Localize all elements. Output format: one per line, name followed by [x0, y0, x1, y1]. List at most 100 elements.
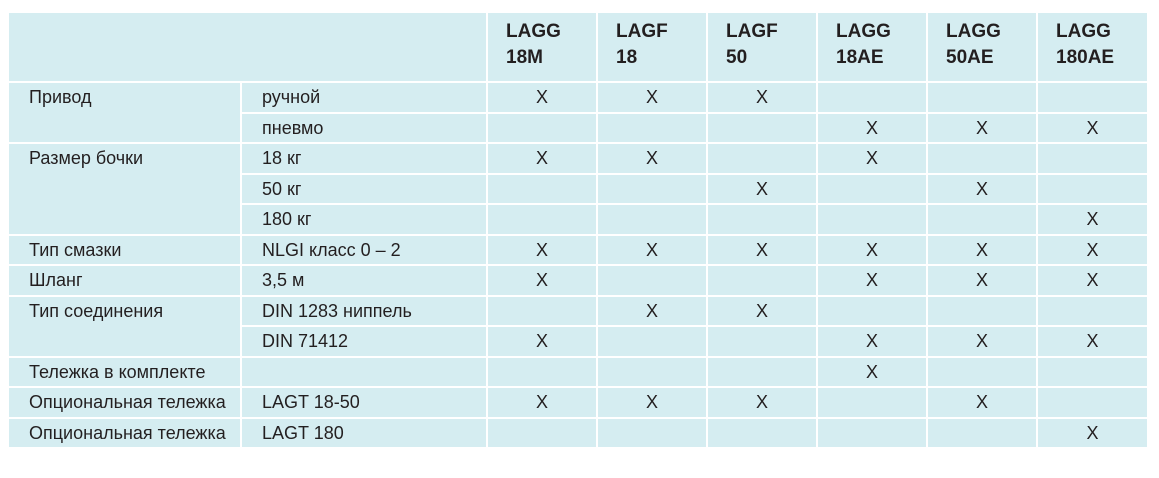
- availability-mark: X: [1036, 233, 1147, 266]
- availability-mark: [926, 203, 1038, 236]
- availability-mark: X: [1036, 264, 1147, 297]
- availability-mark: [596, 172, 708, 205]
- availability-mark: [926, 416, 1038, 447]
- availability-mark: [706, 264, 818, 297]
- availability-mark: X: [926, 233, 1038, 266]
- feature-label: Тележка в комплекте: [9, 355, 242, 388]
- model-series: LAGG: [1056, 21, 1111, 42]
- option-label: 18 кг: [240, 142, 488, 175]
- availability-mark: X: [816, 111, 928, 144]
- availability-mark: [486, 203, 598, 236]
- option-label: LAGT 180: [240, 416, 488, 447]
- table-row: Опциональная тележка LAGT 180 X: [9, 416, 1147, 447]
- feature-label: Тип соединения: [9, 294, 242, 358]
- availability-mark: X: [926, 264, 1038, 297]
- availability-mark: X: [926, 325, 1038, 358]
- availability-mark: [816, 386, 928, 419]
- model-series: LAGG: [946, 21, 1001, 42]
- availability-mark: X: [486, 233, 598, 266]
- availability-mark: [816, 416, 928, 447]
- header-row: LAGG 18M LAGF 18 LAGF 50 LAGG 18AE LAGG 50AE LAGG 1…: [9, 13, 1147, 83]
- feature-label: Шланг: [9, 264, 242, 297]
- availability-mark: [486, 294, 598, 327]
- availability-mark: [486, 355, 598, 388]
- availability-mark: X: [486, 325, 598, 358]
- header-blank: [9, 13, 488, 83]
- availability-mark: X: [926, 386, 1038, 419]
- availability-mark: X: [816, 325, 928, 358]
- table-row: пневмо X X X: [9, 111, 1147, 144]
- model-series: LAGF: [616, 21, 668, 42]
- availability-mark: [1036, 386, 1147, 419]
- availability-mark: X: [706, 386, 818, 419]
- availability-mark: [486, 111, 598, 144]
- option-label: [240, 355, 488, 388]
- availability-mark: X: [596, 233, 708, 266]
- column-header: LAGG 50AE: [926, 13, 1038, 83]
- option-label: ручной: [240, 81, 488, 114]
- option-label: пневмо: [241, 111, 488, 144]
- availability-mark: [1036, 294, 1147, 327]
- availability-mark: [816, 203, 928, 236]
- option-label: 3,5 м: [240, 264, 488, 297]
- table-row: Размер бочки 18 кг X X X: [9, 142, 1147, 236]
- availability-mark: X: [816, 355, 928, 388]
- availability-mark: X: [706, 294, 818, 327]
- option-label: 180 кг: [241, 203, 488, 236]
- availability-mark: X: [486, 264, 598, 297]
- model-size: 50: [726, 47, 748, 68]
- availability-mark: [1036, 172, 1147, 205]
- product-comparison-table: LAGG 18M LAGF 18 LAGF 50 LAGG 18AE LAGG 50AE LAGG 1…: [9, 13, 1147, 447]
- availability-mark: [596, 264, 708, 297]
- availability-mark: X: [596, 81, 708, 114]
- option-label: 50 кг: [241, 172, 488, 205]
- model-size: 18AE: [836, 47, 884, 68]
- availability-mark: [816, 81, 928, 114]
- availability-mark: X: [816, 264, 928, 297]
- model-size: 18: [616, 47, 638, 68]
- availability-mark: X: [486, 142, 598, 175]
- column-header: LAGG 18AE: [816, 13, 928, 83]
- availability-mark: X: [1036, 203, 1147, 236]
- table-row: Тележка в комплекте X: [9, 355, 1147, 388]
- table-row: 50 кг X X: [9, 172, 1147, 205]
- availability-mark: [926, 81, 1038, 114]
- availability-mark: X: [816, 142, 928, 175]
- availability-mark: [596, 355, 708, 388]
- availability-mark: [486, 172, 598, 205]
- availability-mark: X: [1036, 325, 1147, 358]
- availability-mark: [596, 111, 708, 144]
- column-header: LAGF 18: [596, 13, 708, 83]
- availability-mark: [926, 294, 1038, 327]
- availability-mark: [596, 325, 708, 358]
- availability-mark: X: [706, 233, 818, 266]
- feature-label: Привод: [9, 81, 242, 144]
- column-header: LAGF 50: [706, 13, 818, 83]
- availability-mark: X: [1036, 416, 1147, 447]
- table-row: Опциональная тележка LAGT 18-50 X X X X: [9, 386, 1147, 419]
- table-row: Тип соединения DIN 1283 ниппель X X: [9, 294, 1147, 358]
- feature-label: Опциональная тележка: [9, 416, 242, 447]
- model-size: 18M: [506, 47, 543, 68]
- availability-mark: X: [596, 386, 708, 419]
- model-series: LAGG: [836, 21, 891, 42]
- model-size: 50AE: [946, 47, 994, 68]
- feature-label: Размер бочки: [9, 142, 242, 236]
- availability-mark: [816, 172, 928, 205]
- model-series: LAGG: [506, 21, 561, 42]
- option-label: NLGI класс 0 – 2: [240, 233, 488, 266]
- availability-mark: X: [596, 294, 708, 327]
- availability-mark: [596, 203, 708, 236]
- availability-mark: X: [926, 111, 1038, 144]
- model-series: LAGF: [726, 21, 778, 42]
- feature-label: Тип смазки: [9, 233, 242, 266]
- availability-mark: [706, 355, 818, 388]
- availability-mark: [596, 416, 708, 447]
- availability-mark: [706, 203, 818, 236]
- option-label: LAGT 18-50: [240, 386, 488, 419]
- availability-mark: [1036, 355, 1147, 388]
- availability-mark: [706, 111, 818, 144]
- availability-mark: X: [706, 81, 818, 114]
